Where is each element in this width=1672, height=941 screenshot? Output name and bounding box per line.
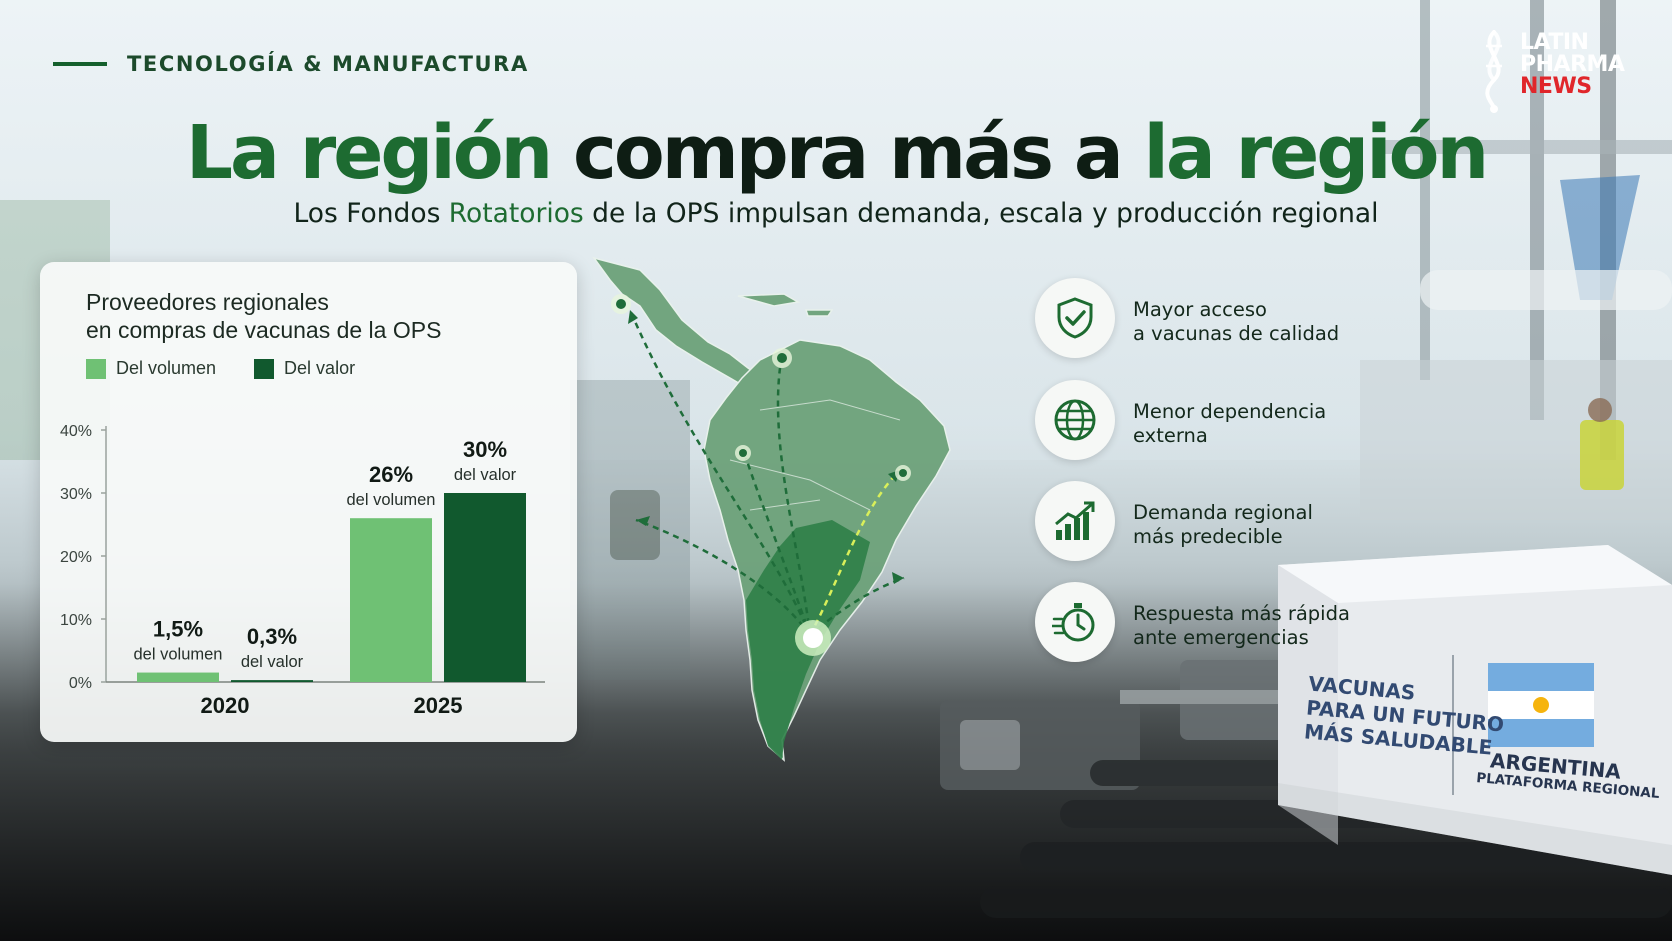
legend-label-value: Del valor — [284, 358, 356, 378]
data-label-value: 30% — [463, 437, 507, 462]
mexico-central-america-shape — [592, 256, 770, 393]
y-tick-label: 10% — [60, 612, 92, 629]
section-tag: TECNOLOGÍA & MANUFACTURA — [53, 52, 529, 76]
subtitle-highlight: Rotatorios — [448, 198, 584, 229]
benefit-item-access: Mayor acceso a vacunas de calidad — [1035, 278, 1355, 362]
vaccine-box — [1278, 545, 1672, 875]
legend-item-volume: Del volumen — [86, 358, 216, 379]
dna-icon — [1485, 30, 1502, 113]
y-tick-label: 0% — [69, 675, 92, 692]
y-tick-label: 40% — [60, 423, 92, 440]
trade-route-arrows — [628, 309, 905, 636]
latin-pharma-news-logo: LATIN PHARMA NEWS — [1474, 30, 1625, 114]
y-tick-label: 30% — [60, 486, 92, 503]
benefit-icon-circle — [1035, 582, 1115, 662]
legend-item-value: Del valor — [254, 358, 355, 379]
legend-swatch-volume — [86, 358, 106, 379]
logo-line-2: PHARMA — [1520, 52, 1625, 77]
caribbean-shape — [737, 293, 834, 317]
x-tick-label: 2020 — [201, 693, 250, 718]
bar-value-2025 — [444, 493, 526, 682]
benefit-icon-circle — [1035, 380, 1115, 460]
benefit-label-response: Respuesta más rápida ante emergencias — [1133, 602, 1350, 649]
y-tick-label: 20% — [60, 549, 92, 566]
chart-legend: Del volumen Del valor — [86, 358, 355, 379]
data-label-value: 0,3% — [247, 624, 297, 649]
subtitle-part-1: Los Fondos — [293, 198, 449, 229]
title-part-3: la región — [1143, 110, 1490, 196]
benefit-label-dependence: Menor dependencia externa — [1133, 400, 1327, 447]
chart-title-line-2: en compras de vacunas de la OPS — [86, 317, 442, 343]
bar-value-2020 — [231, 680, 313, 682]
title-part-1: La región — [185, 110, 553, 196]
logo-line-1: LATIN — [1520, 30, 1589, 55]
benefit-item-dependence: Menor dependencia externa — [1035, 380, 1355, 464]
data-label-sub: del volumen — [134, 646, 223, 664]
benefit-label-demand: Demanda regional más predecible — [1133, 501, 1313, 548]
page-subtitle: Los Fondos Rotatorios de la OPS impulsan… — [0, 198, 1672, 229]
benefit-icon-circle — [1035, 278, 1115, 358]
bar-chart: 0% 10% 20% 30% 40% 2020 1,5% del volumen 0,3% del… — [60, 423, 545, 718]
logo-line-3: NEWS — [1520, 74, 1592, 99]
subtitle-part-2: de la OPS impulsan demanda, escala y pro… — [583, 198, 1379, 229]
benefit-item-response: Respuesta más rápida ante emergencias — [1035, 582, 1355, 666]
section-label: TECNOLOGÍA & MANUFACTURA — [127, 52, 529, 76]
stopwatch-icon — [1052, 603, 1095, 642]
argentina-flag-icon — [1488, 663, 1594, 747]
shield-check-icon — [1057, 297, 1093, 339]
benefit-icon-circle — [1035, 481, 1115, 561]
data-label-value: 26% — [369, 462, 413, 487]
data-label-sub: del volumen — [347, 491, 436, 509]
benefit-label-access: Mayor acceso a vacunas de calidad — [1133, 298, 1340, 345]
section-line — [53, 62, 107, 66]
benefit-item-demand: Demanda regional más predecible — [1035, 481, 1355, 565]
data-label-value: 1,5% — [153, 617, 203, 642]
growth-bars-icon — [1055, 501, 1095, 540]
bar-volume-2025 — [350, 518, 432, 682]
data-label-sub: del valor — [241, 653, 304, 671]
chart-card: Proveedores regionales en compras de vac… — [40, 262, 577, 742]
chart-title-line-1: Proveedores regionales — [86, 289, 329, 315]
latin-america-map — [592, 256, 951, 762]
globe-icon — [1054, 399, 1096, 441]
bar-volume-2020 — [137, 672, 219, 682]
title-part-2: compra más a — [573, 110, 1124, 196]
legend-label-volume: Del volumen — [116, 358, 217, 378]
chart-title: Proveedores regionales en compras de vac… — [86, 288, 441, 344]
legend-swatch-value — [254, 358, 275, 379]
x-tick-label: 2025 — [414, 693, 463, 718]
data-label-sub: del valor — [454, 466, 517, 484]
supplier-node-markers — [611, 294, 911, 656]
page-title: La región compra más a la región — [0, 108, 1672, 198]
